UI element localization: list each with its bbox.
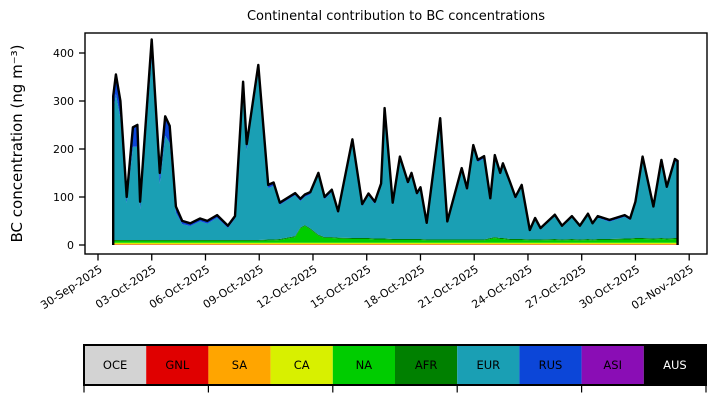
area-sa [113, 244, 677, 245]
y-axis-label: BC concentration (ng m⁻³) [8, 45, 26, 243]
legend-label-na: NA [356, 358, 373, 372]
legend-label-oce: OCE [103, 358, 127, 372]
legend-strip: OCE GNL SA CA NA AFR EUR RUS ASI AUS [84, 345, 706, 393]
legend-label-gnl: GNL [165, 358, 190, 372]
y-tick-label: 300 [53, 95, 74, 108]
legend-label-aus: AUS [663, 358, 687, 372]
legend-label-sa: SA [232, 358, 248, 372]
area-ca [113, 243, 677, 244]
y-tick-label: 100 [53, 191, 74, 204]
y-tick-label: 200 [53, 143, 74, 156]
legend-label-afr: AFR [415, 358, 437, 372]
legend-label-rus: RUS [539, 358, 563, 372]
y-tick-label: 400 [53, 47, 74, 60]
legend-label-eur: EUR [476, 358, 500, 372]
legend-label-asi: ASI [603, 358, 622, 372]
chart-title: Continental contribution to BC concentra… [247, 9, 545, 24]
legend-label-ca: CA [294, 358, 310, 372]
y-tick-label: 0 [67, 239, 74, 252]
